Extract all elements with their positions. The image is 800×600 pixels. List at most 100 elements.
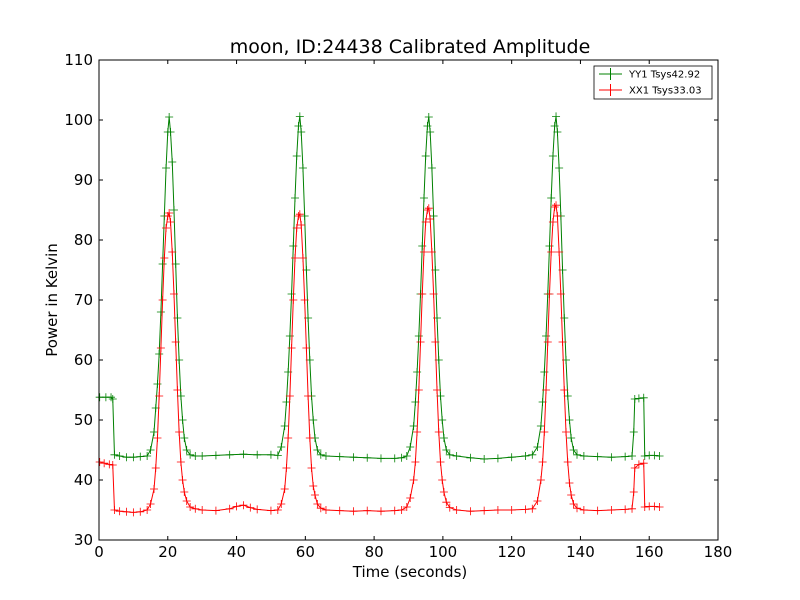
data-point	[466, 507, 475, 516]
data-point	[310, 491, 319, 499]
data-point	[321, 452, 330, 460]
data-point	[558, 338, 567, 346]
data-point	[390, 454, 399, 463]
data-point	[266, 450, 275, 459]
data-point	[282, 464, 291, 472]
series-xx1	[95, 201, 664, 517]
data-point	[198, 506, 207, 514]
data-point	[168, 248, 177, 256]
data-point	[480, 506, 489, 515]
data-point	[442, 446, 451, 454]
data-point	[171, 338, 180, 346]
data-point	[146, 446, 155, 454]
data-point	[153, 380, 162, 388]
data-point	[421, 152, 430, 160]
data-point	[567, 491, 576, 499]
data-point	[225, 504, 234, 513]
data-point	[416, 338, 425, 346]
data-point	[421, 218, 430, 226]
data-point	[211, 506, 220, 515]
data-point	[548, 218, 557, 226]
data-point	[313, 500, 322, 508]
data-point	[335, 452, 344, 461]
data-point	[198, 452, 207, 460]
x-tick-label: 60	[296, 543, 315, 561]
data-point	[273, 506, 282, 514]
data-point	[424, 204, 433, 213]
data-point	[294, 122, 303, 130]
data-point	[445, 450, 454, 459]
data-point	[547, 248, 556, 256]
data-point	[640, 503, 649, 511]
data-point	[165, 113, 174, 121]
y-axis-ticks: 30 40 50 60 70 80 90 100 110	[64, 51, 718, 549]
data-point	[110, 506, 119, 514]
data-point	[129, 508, 138, 517]
data-point	[426, 128, 435, 136]
data-point	[146, 500, 155, 508]
plot-area	[95, 60, 718, 540]
data-point	[316, 450, 325, 459]
data-point	[427, 164, 436, 172]
data-point	[239, 450, 248, 459]
data-point	[563, 458, 572, 466]
x-tick-label: 100	[429, 543, 458, 561]
x-axis-ticks: 0 20 40 60 80 100 120 140 160 180	[94, 60, 732, 561]
data-point	[521, 452, 530, 460]
data-point	[363, 506, 372, 515]
data-point	[178, 476, 187, 484]
data-point	[253, 450, 262, 459]
data-point	[253, 505, 262, 514]
data-point	[409, 476, 418, 484]
data-point	[555, 164, 564, 172]
data-point	[466, 453, 475, 462]
data-point	[285, 392, 294, 400]
data-point	[436, 458, 445, 466]
data-point	[406, 443, 415, 451]
data-point	[321, 506, 330, 514]
data-point	[95, 458, 104, 466]
legend-marker-xx1	[604, 84, 617, 96]
data-point	[143, 452, 152, 460]
data-point	[150, 485, 159, 493]
data-point	[155, 350, 164, 358]
legend-box	[593, 65, 713, 100]
data-point	[629, 428, 638, 436]
data-point	[553, 212, 562, 220]
data-point	[538, 458, 547, 466]
data-point	[419, 194, 428, 202]
data-point	[169, 206, 178, 214]
data-point	[640, 452, 649, 460]
data-point	[313, 446, 322, 454]
data-point	[533, 497, 542, 505]
data-point	[151, 464, 160, 472]
data-point	[543, 338, 552, 346]
y-axis-label: Power in Kelvin	[43, 243, 61, 357]
data-point	[153, 434, 162, 442]
data-point	[292, 152, 301, 160]
data-point	[628, 452, 637, 460]
data-point	[411, 458, 420, 466]
data-point	[406, 494, 415, 502]
plot-background	[99, 60, 718, 540]
data-point	[419, 248, 428, 256]
data-point	[191, 504, 200, 513]
data-point	[277, 443, 286, 451]
x-axis-label: Time (seconds)	[352, 563, 468, 581]
data-point	[376, 454, 385, 463]
data-point	[409, 422, 418, 430]
data-point	[107, 393, 116, 402]
data-point	[376, 507, 385, 516]
data-point	[300, 296, 309, 304]
series-layer	[95, 112, 664, 517]
data-point	[565, 416, 574, 424]
data-point	[628, 504, 637, 513]
data-point	[158, 260, 167, 268]
data-point	[294, 212, 303, 220]
data-point	[569, 500, 578, 508]
data-point	[402, 503, 411, 511]
data-point	[168, 158, 177, 166]
data-point	[307, 464, 316, 472]
data-point	[573, 504, 582, 513]
